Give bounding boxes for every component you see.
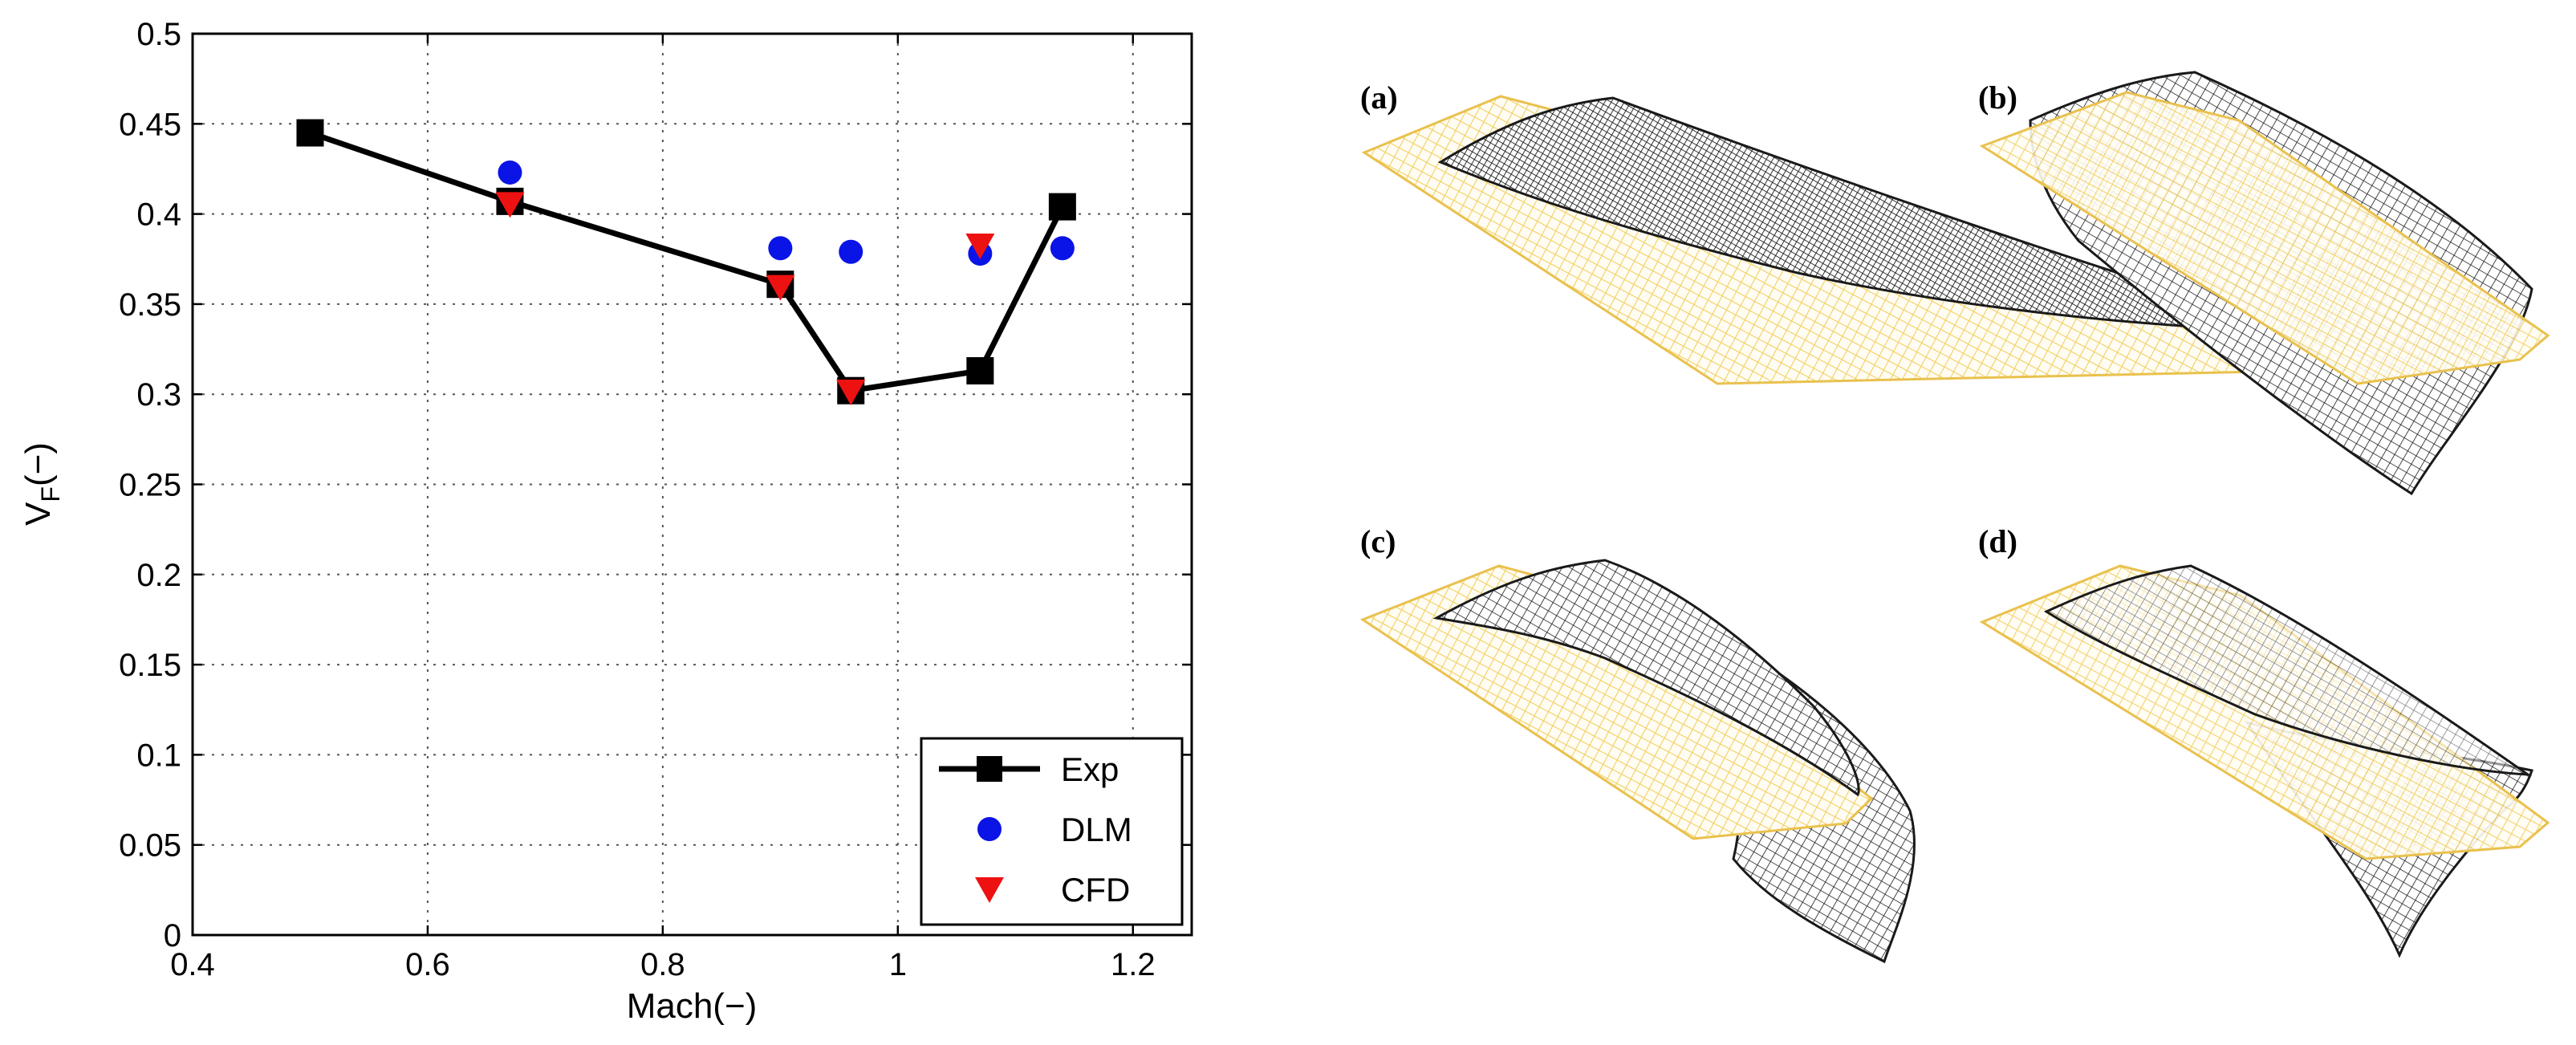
panel-d-label: (d) — [1978, 523, 2017, 559]
panel-d: (d) — [1978, 523, 2550, 958]
legend-exp-marker — [977, 756, 1002, 782]
y-axis-title-tail: (−) — [18, 442, 58, 486]
panel-c-undeformed-wing — [1359, 564, 1874, 840]
x-tick-label: 0.6 — [405, 947, 450, 982]
y-tick-label: 0.2 — [136, 558, 181, 593]
axis-ticks: 0.4 0.6 0.8 1 1.2 0 0.05 0.1 0.15 0.2 0.25 0.3 0.35 0… — [119, 17, 1192, 982]
series-exp-point — [296, 119, 324, 147]
panel-c: (c) — [1359, 523, 1916, 964]
x-tick-label: 0.4 — [170, 947, 215, 982]
x-tick-label: 1 — [889, 947, 907, 982]
legend-cfd-label: CFD — [1061, 871, 1130, 909]
x-axis-title: Mach(−) — [627, 986, 758, 1026]
series — [296, 119, 1076, 405]
series-cfd-point — [965, 234, 995, 260]
series-exp-point — [966, 357, 994, 385]
mode-shape-figures: (a) (b) (c) (d) — [1359, 71, 2550, 964]
panel-b-undeformed-wing — [1979, 91, 2550, 385]
svg-text:VF(−): VF(−) — [18, 442, 65, 526]
y-tick-label: 0.15 — [119, 648, 181, 683]
x-tick-label: 1.2 — [1111, 947, 1156, 982]
series-cfd-point — [495, 192, 525, 218]
series-dlm-point — [1050, 236, 1075, 261]
series-exp-line — [309, 130, 1066, 394]
y-axis-title-main: V — [18, 502, 58, 526]
series-dlm-point — [498, 160, 522, 185]
y-tick-label: 0.1 — [136, 738, 181, 773]
x-tick-label: 0.8 — [640, 947, 685, 982]
panel-a-label: (a) — [1360, 79, 1398, 116]
y-tick-label: 0.35 — [119, 287, 181, 323]
series-cfd-point — [836, 379, 866, 405]
y-tick-label: 0.05 — [119, 828, 181, 864]
y-tick-label: 0.45 — [119, 107, 181, 142]
y-axis-title: VF(−) — [18, 442, 65, 526]
legend-exp-label: Exp — [1061, 750, 1119, 788]
y-tick-label: 0.3 — [136, 377, 181, 413]
panel-d-deformed-root — [2043, 564, 2533, 776]
y-tick-label: 0.5 — [136, 17, 181, 52]
series-dlm-point — [768, 236, 793, 261]
legend-cfd-marker — [975, 877, 1004, 903]
panel-b-label: (b) — [1978, 79, 2017, 116]
panel-b: (b) — [1978, 71, 2550, 496]
series-dlm-point — [839, 239, 863, 264]
legend-dlm-marker — [977, 817, 1002, 841]
y-axis-title-sub: F — [36, 486, 65, 502]
y-tick-label: 0.4 — [136, 197, 181, 233]
panel-c-label: (c) — [1360, 523, 1396, 559]
legend: Exp DLM CFD — [920, 737, 1184, 926]
mach-flutter-chart: 0.4 0.6 0.8 1 1.2 0 0.05 0.1 0.15 0.2 0.25 0.3 0.35 0… — [18, 17, 1193, 1026]
series-cfd-point — [766, 274, 795, 301]
series-exp-point — [1048, 193, 1076, 221]
y-tick-label: 0.25 — [119, 468, 181, 503]
panel-c-deformed-root — [1432, 559, 1860, 797]
legend-dlm-label: DLM — [1061, 811, 1132, 848]
y-tick-label: 0 — [164, 918, 181, 954]
